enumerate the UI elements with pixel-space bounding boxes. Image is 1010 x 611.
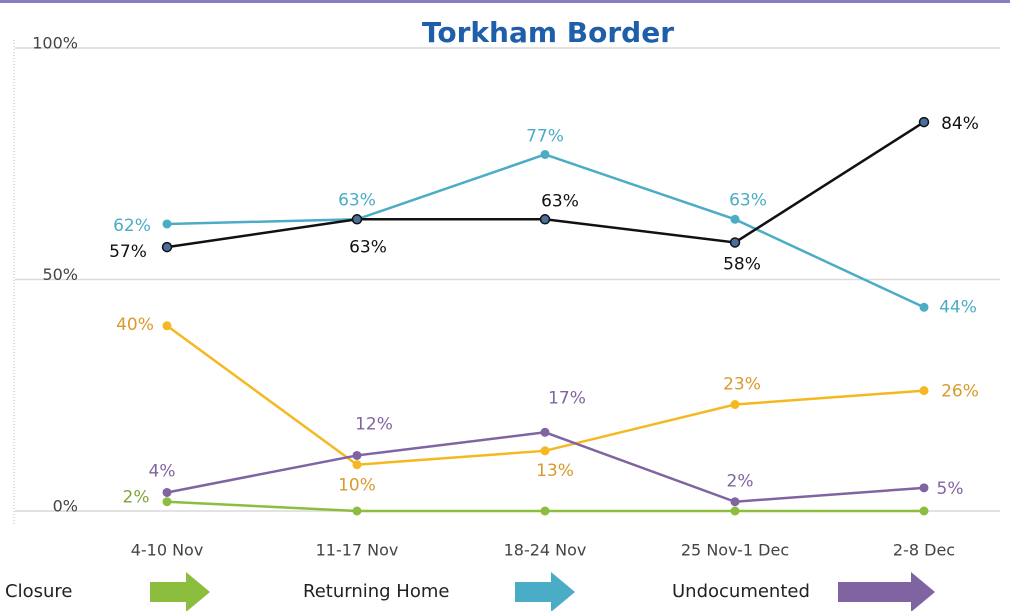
- data-label: 2%: [123, 488, 150, 508]
- legend-label: Closure: [5, 581, 72, 602]
- data-label: 13%: [536, 461, 574, 481]
- data-point: [730, 497, 740, 507]
- series-line: [166, 324, 925, 466]
- data-label: 58%: [723, 254, 761, 274]
- y-tick-label: 100%: [32, 34, 78, 53]
- data-label: 63%: [349, 237, 387, 257]
- data-point: [730, 400, 740, 410]
- data-label: 84%: [941, 114, 979, 134]
- data-point: [162, 497, 172, 507]
- x-tick-label: 2-8 Dec: [893, 541, 955, 560]
- data-point: [162, 321, 172, 331]
- y-tick-label: 0%: [53, 497, 78, 516]
- data-point: [729, 237, 741, 248]
- data-label: 10%: [338, 476, 376, 496]
- data-label: 12%: [355, 414, 393, 434]
- data-label: 4%: [149, 461, 176, 481]
- data-label: 62%: [113, 216, 151, 236]
- data-point: [161, 241, 173, 253]
- data-point: [162, 219, 172, 229]
- data-point: [918, 116, 930, 128]
- chart-title: Torkham Border: [422, 16, 674, 49]
- data-point: [352, 450, 362, 460]
- data-label: 63%: [541, 191, 579, 211]
- data-point: [540, 427, 550, 437]
- data-label: 44%: [939, 297, 977, 317]
- legend-arrow: [515, 572, 575, 611]
- x-tick-label: 25 Nov-1 Dec: [681, 541, 789, 560]
- legend-label: Undocumented: [672, 581, 810, 602]
- legend-arrow: [838, 572, 935, 611]
- data-point: [730, 214, 740, 224]
- data-label: 23%: [723, 375, 761, 395]
- data-point: [352, 506, 362, 516]
- data-point: [540, 446, 550, 456]
- data-label: 2%: [727, 472, 754, 492]
- x-tick-label: 4-10 Nov: [131, 541, 204, 560]
- data-label: 26%: [941, 382, 979, 402]
- data-point: [919, 302, 929, 312]
- data-label: 63%: [338, 190, 376, 210]
- data-point: [919, 386, 929, 396]
- legend-label: Returning Home: [303, 581, 449, 602]
- data-point: [919, 483, 929, 493]
- y-tick-label: 50%: [42, 265, 78, 284]
- x-tick-label: 11-17 Nov: [316, 541, 399, 560]
- data-label: 5%: [937, 479, 964, 499]
- x-tick-label: 18-24 Nov: [504, 541, 587, 560]
- data-label: 57%: [109, 242, 147, 262]
- data-point: [162, 487, 172, 497]
- data-label: 63%: [729, 190, 767, 210]
- top-border: [0, 0, 1010, 3]
- data-point: [919, 506, 929, 516]
- data-point: [539, 214, 551, 225]
- data-point: [352, 460, 362, 470]
- data-label: 40%: [116, 315, 154, 335]
- data-point: [540, 506, 550, 516]
- data-point: [730, 506, 740, 516]
- data-point: [351, 214, 363, 225]
- legend-arrow: [150, 572, 210, 611]
- data-point: [540, 149, 550, 159]
- data-label: 17%: [548, 388, 586, 408]
- data-label: 77%: [526, 126, 564, 146]
